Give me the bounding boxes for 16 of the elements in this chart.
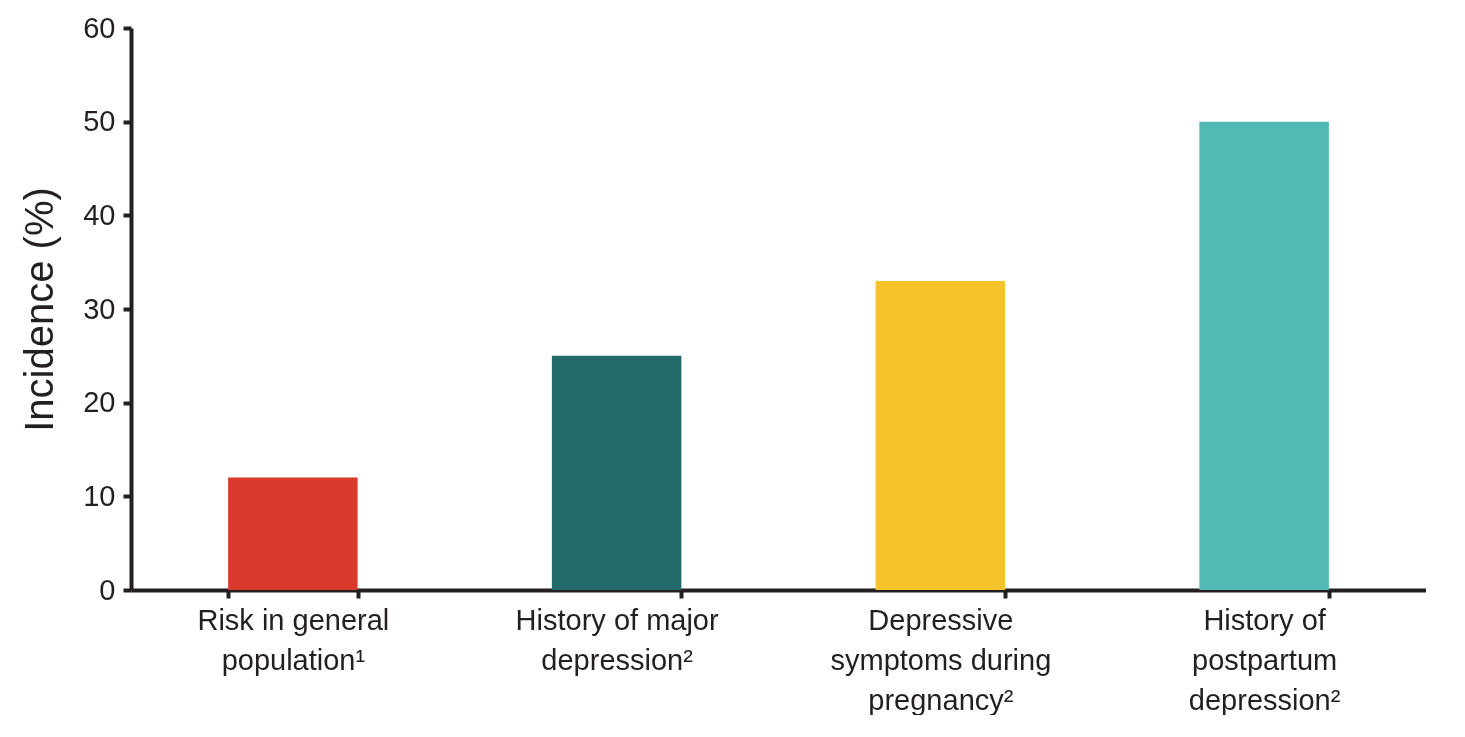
y-tick-label: 10 <box>83 479 116 512</box>
x-tick-label: History of postpartum depression² <box>1188 603 1341 716</box>
y-tick-label: 60 <box>83 11 116 44</box>
y-axis-title: Incidence (%) <box>17 187 62 432</box>
bar <box>551 355 682 590</box>
x-tick-label: History of major depression² <box>515 603 719 676</box>
bar <box>875 280 1006 590</box>
y-tick-label: 30 <box>83 292 116 325</box>
y-tick-label: 0 <box>99 573 116 606</box>
x-tick-label: Risk in general population¹ <box>197 603 390 676</box>
y-tick-label: 40 <box>83 198 116 231</box>
bar <box>1199 121 1329 590</box>
y-tick-label: 20 <box>83 386 116 419</box>
bar <box>228 477 358 590</box>
x-tick-label: Depressive symptoms during pregnancy² <box>830 603 1052 716</box>
y-tick-label: 50 <box>83 105 116 138</box>
